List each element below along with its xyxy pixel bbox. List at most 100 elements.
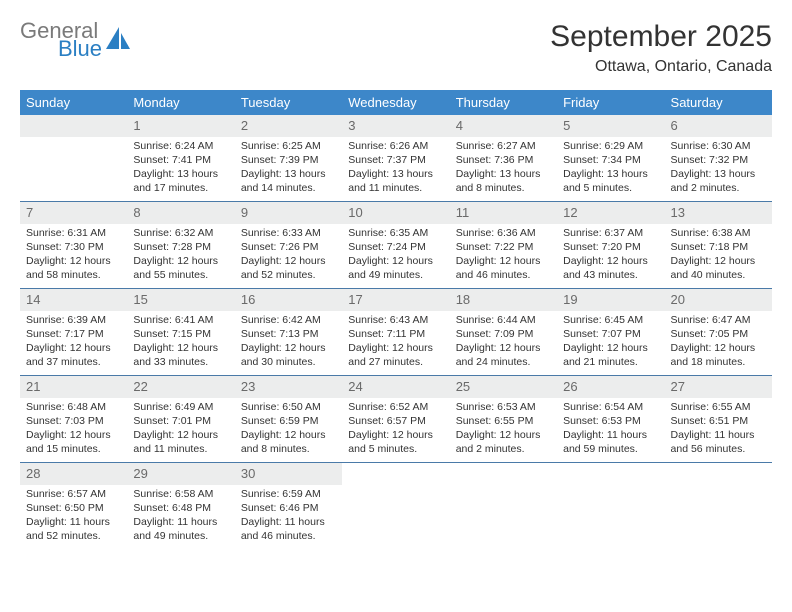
weekday-header: Wednesday bbox=[342, 90, 449, 115]
daylight-text: Daylight: 12 hours and 58 minutes. bbox=[26, 254, 121, 282]
sunset-text: Sunset: 6:59 PM bbox=[241, 414, 336, 428]
calendar-week-row: 1Sunrise: 6:24 AMSunset: 7:41 PMDaylight… bbox=[20, 115, 772, 202]
calendar-day-cell: 23Sunrise: 6:50 AMSunset: 6:59 PMDayligh… bbox=[235, 376, 342, 463]
day-number: 24 bbox=[342, 376, 449, 398]
day-number: 13 bbox=[665, 202, 772, 224]
sunrise-text: Sunrise: 6:29 AM bbox=[563, 139, 658, 153]
month-title: September 2025 bbox=[550, 20, 772, 54]
sunset-text: Sunset: 6:55 PM bbox=[456, 414, 551, 428]
sunset-text: Sunset: 7:09 PM bbox=[456, 327, 551, 341]
calendar-day-cell: 19Sunrise: 6:45 AMSunset: 7:07 PMDayligh… bbox=[557, 289, 664, 376]
calendar-day-cell: 9Sunrise: 6:33 AMSunset: 7:26 PMDaylight… bbox=[235, 202, 342, 289]
daylight-text: Daylight: 12 hours and 15 minutes. bbox=[26, 428, 121, 456]
day-number: 5 bbox=[557, 115, 664, 137]
day-body: Sunrise: 6:39 AMSunset: 7:17 PMDaylight:… bbox=[20, 311, 127, 374]
calendar-day-cell: 6 Sunrise: 6:30 AMSunset: 7:32 PMDaylight… bbox=[665, 115, 772, 202]
calendar-day-cell: 26Sunrise: 6:54 AMSunset: 6:53 PMDayligh… bbox=[557, 376, 664, 463]
day-number: 14 bbox=[20, 289, 127, 311]
sunrise-text: Sunrise: 6:37 AM bbox=[563, 226, 658, 240]
sunset-text: Sunset: 7:07 PM bbox=[563, 327, 658, 341]
day-number: 12 bbox=[557, 202, 664, 224]
daylight-text: Daylight: 12 hours and 37 minutes. bbox=[26, 341, 121, 369]
daylight-text: Daylight: 12 hours and 30 minutes. bbox=[241, 341, 336, 369]
daylight-text: Daylight: 13 hours and 8 minutes. bbox=[456, 167, 551, 195]
sunset-text: Sunset: 6:50 PM bbox=[26, 501, 121, 515]
daylight-text: Daylight: 12 hours and 24 minutes. bbox=[456, 341, 551, 369]
day-body: Sunrise: 6:41 AMSunset: 7:15 PMDaylight:… bbox=[127, 311, 234, 374]
daylight-text: Daylight: 12 hours and 2 minutes. bbox=[456, 428, 551, 456]
day-body: Sunrise: 6:44 AMSunset: 7:09 PMDaylight:… bbox=[450, 311, 557, 374]
sunset-text: Sunset: 7:26 PM bbox=[241, 240, 336, 254]
sail-icon bbox=[106, 27, 132, 54]
calendar-table: SundayMondayTuesdayWednesdayThursdayFrid… bbox=[20, 90, 772, 549]
day-body: Sunrise: 6:50 AMSunset: 6:59 PMDaylight:… bbox=[235, 398, 342, 461]
sunrise-text: Sunrise: 6:26 AM bbox=[348, 139, 443, 153]
day-number: 28 bbox=[20, 463, 127, 485]
sunrise-text: Sunrise: 6:33 AM bbox=[241, 226, 336, 240]
calendar-week-row: 7Sunrise: 6:31 AMSunset: 7:30 PMDaylight… bbox=[20, 202, 772, 289]
day-body: Sunrise: 6:45 AMSunset: 7:07 PMDaylight:… bbox=[557, 311, 664, 374]
sunrise-text: Sunrise: 6:30 AM bbox=[671, 139, 766, 153]
sunset-text: Sunset: 7:32 PM bbox=[671, 153, 766, 167]
weekday-header: Tuesday bbox=[235, 90, 342, 115]
sunset-text: Sunset: 7:05 PM bbox=[671, 327, 766, 341]
day-number: 19 bbox=[557, 289, 664, 311]
day-body: Sunrise: 6:37 AMSunset: 7:20 PMDaylight:… bbox=[557, 224, 664, 287]
calendar-day-cell: 25Sunrise: 6:53 AMSunset: 6:55 PMDayligh… bbox=[450, 376, 557, 463]
sunrise-text: Sunrise: 6:38 AM bbox=[671, 226, 766, 240]
day-body: Sunrise: 6:59 AMSunset: 6:46 PMDaylight:… bbox=[235, 485, 342, 548]
day-number: 10 bbox=[342, 202, 449, 224]
sunrise-text: Sunrise: 6:53 AM bbox=[456, 400, 551, 414]
sunrise-text: Sunrise: 6:27 AM bbox=[456, 139, 551, 153]
day-number: 6 bbox=[665, 115, 772, 137]
day-body: Sunrise: 6:33 AMSunset: 7:26 PMDaylight:… bbox=[235, 224, 342, 287]
day-body: Sunrise: 6:27 AMSunset: 7:36 PMDaylight:… bbox=[450, 137, 557, 200]
sunset-text: Sunset: 6:51 PM bbox=[671, 414, 766, 428]
daylight-text: Daylight: 13 hours and 2 minutes. bbox=[671, 167, 766, 195]
daylight-text: Daylight: 12 hours and 40 minutes. bbox=[671, 254, 766, 282]
calendar-day-cell bbox=[20, 115, 127, 202]
day-body: Sunrise: 6:57 AMSunset: 6:50 PMDaylight:… bbox=[20, 485, 127, 548]
calendar-day-cell: 13Sunrise: 6:38 AMSunset: 7:18 PMDayligh… bbox=[665, 202, 772, 289]
calendar-week-row: 21Sunrise: 6:48 AMSunset: 7:03 PMDayligh… bbox=[20, 376, 772, 463]
daylight-text: Daylight: 11 hours and 56 minutes. bbox=[671, 428, 766, 456]
sunrise-text: Sunrise: 6:59 AM bbox=[241, 487, 336, 501]
daylight-text: Daylight: 12 hours and 11 minutes. bbox=[133, 428, 228, 456]
sunrise-text: Sunrise: 6:58 AM bbox=[133, 487, 228, 501]
day-body: Sunrise: 6:43 AMSunset: 7:11 PMDaylight:… bbox=[342, 311, 449, 374]
sunset-text: Sunset: 7:34 PM bbox=[563, 153, 658, 167]
day-number: 23 bbox=[235, 376, 342, 398]
daylight-text: Daylight: 11 hours and 46 minutes. bbox=[241, 515, 336, 543]
calendar-day-cell: 30Sunrise: 6:59 AMSunset: 6:46 PMDayligh… bbox=[235, 463, 342, 550]
calendar-day-cell: 1Sunrise: 6:24 AMSunset: 7:41 PMDaylight… bbox=[127, 115, 234, 202]
logo-text-blue: Blue bbox=[58, 38, 102, 60]
day-number: 2 bbox=[235, 115, 342, 137]
calendar-day-cell: 20Sunrise: 6:47 AMSunset: 7:05 PMDayligh… bbox=[665, 289, 772, 376]
sunrise-text: Sunrise: 6:45 AM bbox=[563, 313, 658, 327]
calendar-day-cell: 22Sunrise: 6:49 AMSunset: 7:01 PMDayligh… bbox=[127, 376, 234, 463]
day-number: 16 bbox=[235, 289, 342, 311]
day-number: 1 bbox=[127, 115, 234, 137]
calendar-day-cell: 27Sunrise: 6:55 AMSunset: 6:51 PMDayligh… bbox=[665, 376, 772, 463]
sunset-text: Sunset: 7:01 PM bbox=[133, 414, 228, 428]
calendar-day-cell: 21Sunrise: 6:48 AMSunset: 7:03 PMDayligh… bbox=[20, 376, 127, 463]
day-number: 30 bbox=[235, 463, 342, 485]
day-number: 3 bbox=[342, 115, 449, 137]
sunset-text: Sunset: 7:28 PM bbox=[133, 240, 228, 254]
daylight-text: Daylight: 13 hours and 5 minutes. bbox=[563, 167, 658, 195]
day-body: Sunrise: 6:32 AMSunset: 7:28 PMDaylight:… bbox=[127, 224, 234, 287]
daylight-text: Daylight: 12 hours and 5 minutes. bbox=[348, 428, 443, 456]
weekday-header: Sunday bbox=[20, 90, 127, 115]
calendar-day-cell: 3Sunrise: 6:26 AMSunset: 7:37 PMDaylight… bbox=[342, 115, 449, 202]
calendar-day-cell: 7Sunrise: 6:31 AMSunset: 7:30 PMDaylight… bbox=[20, 202, 127, 289]
day-body: Sunrise: 6:42 AMSunset: 7:13 PMDaylight:… bbox=[235, 311, 342, 374]
calendar-day-cell: 11Sunrise: 6:36 AMSunset: 7:22 PMDayligh… bbox=[450, 202, 557, 289]
sunset-text: Sunset: 7:39 PM bbox=[241, 153, 336, 167]
day-number: 29 bbox=[127, 463, 234, 485]
sunset-text: Sunset: 7:15 PM bbox=[133, 327, 228, 341]
day-body: Sunrise: 6:58 AMSunset: 6:48 PMDaylight:… bbox=[127, 485, 234, 548]
day-body: Sunrise: 6:49 AMSunset: 7:01 PMDaylight:… bbox=[127, 398, 234, 461]
calendar-week-row: 28Sunrise: 6:57 AMSunset: 6:50 PMDayligh… bbox=[20, 463, 772, 550]
sunset-text: Sunset: 7:20 PM bbox=[563, 240, 658, 254]
calendar-day-cell: 4Sunrise: 6:27 AMSunset: 7:36 PMDaylight… bbox=[450, 115, 557, 202]
